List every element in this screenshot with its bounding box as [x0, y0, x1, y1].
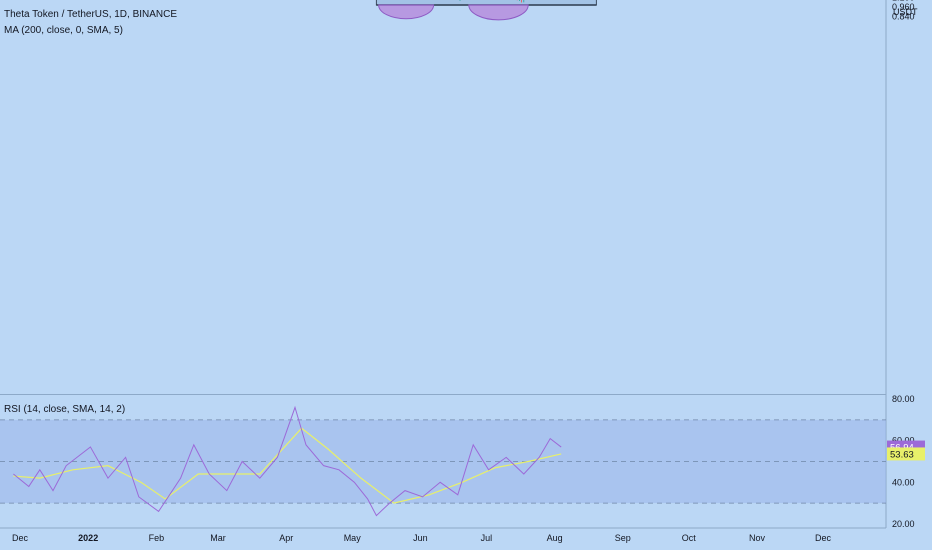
rsi-line	[13, 405, 562, 517]
rsi-ma-value-tag: 53.63	[890, 449, 914, 460]
time-tick-label-2: Feb	[149, 533, 165, 543]
price-tick-label-7: 0.960	[892, 2, 915, 12]
time-tick-label-6: Jun	[413, 533, 428, 543]
time-tick-label-10: Oct	[682, 533, 697, 543]
price-tick-label-8: 0.840	[892, 12, 915, 22]
time-tick-label-12: Dec	[815, 533, 832, 543]
time-tick-label-8: Aug	[547, 533, 563, 543]
rsi-tick-label-2: 40.00	[892, 477, 915, 487]
bowl-2	[468, 4, 529, 21]
rsi-ma-line	[13, 427, 562, 504]
rsi-ma-value-tag-bg	[887, 447, 925, 461]
rsi-legend: RSI (14, close, SMA, 14, 2)	[4, 404, 126, 415]
time-tick-label-5: May	[344, 533, 362, 543]
candles	[459, 0, 525, 3]
pane-separator	[0, 394, 886, 395]
time-tick-label-9: Sep	[615, 533, 631, 543]
time-tick-label-3: Mar	[210, 533, 226, 543]
time-tick-label-1: 2022	[78, 533, 98, 543]
time-tick-label-0: Dec	[12, 533, 29, 543]
currency-label: USDT	[893, 7, 918, 17]
chart-title: Theta Token / TetherUS, 1D, BINANCE	[4, 9, 178, 20]
rsi-tick-label-0: 80.00	[892, 394, 915, 404]
time-tick-label-4: Apr	[279, 533, 293, 543]
time-tick-label-11: Nov	[749, 533, 766, 543]
time-tick-label-7: Jul	[481, 533, 493, 543]
range-box	[375, 0, 597, 6]
bowl-1	[378, 4, 435, 20]
price-tick-label-6: 1.100	[892, 0, 915, 3]
rsi-tick-label-3: 20.00	[892, 519, 915, 529]
ma-legend: MA (200, close, 0, SMA, 5)	[4, 25, 123, 36]
